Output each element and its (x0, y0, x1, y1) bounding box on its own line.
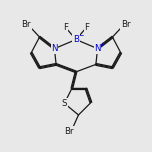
Text: N: N (94, 44, 101, 53)
Text: F: F (84, 23, 89, 32)
Text: +: + (100, 41, 105, 47)
Text: Br: Br (65, 127, 74, 136)
Text: −: − (78, 33, 83, 39)
Text: Br: Br (121, 20, 130, 29)
Text: B: B (73, 35, 79, 44)
Text: F: F (63, 23, 68, 32)
Text: N: N (51, 44, 58, 53)
Text: Br: Br (22, 20, 31, 29)
Text: S: S (62, 99, 67, 108)
